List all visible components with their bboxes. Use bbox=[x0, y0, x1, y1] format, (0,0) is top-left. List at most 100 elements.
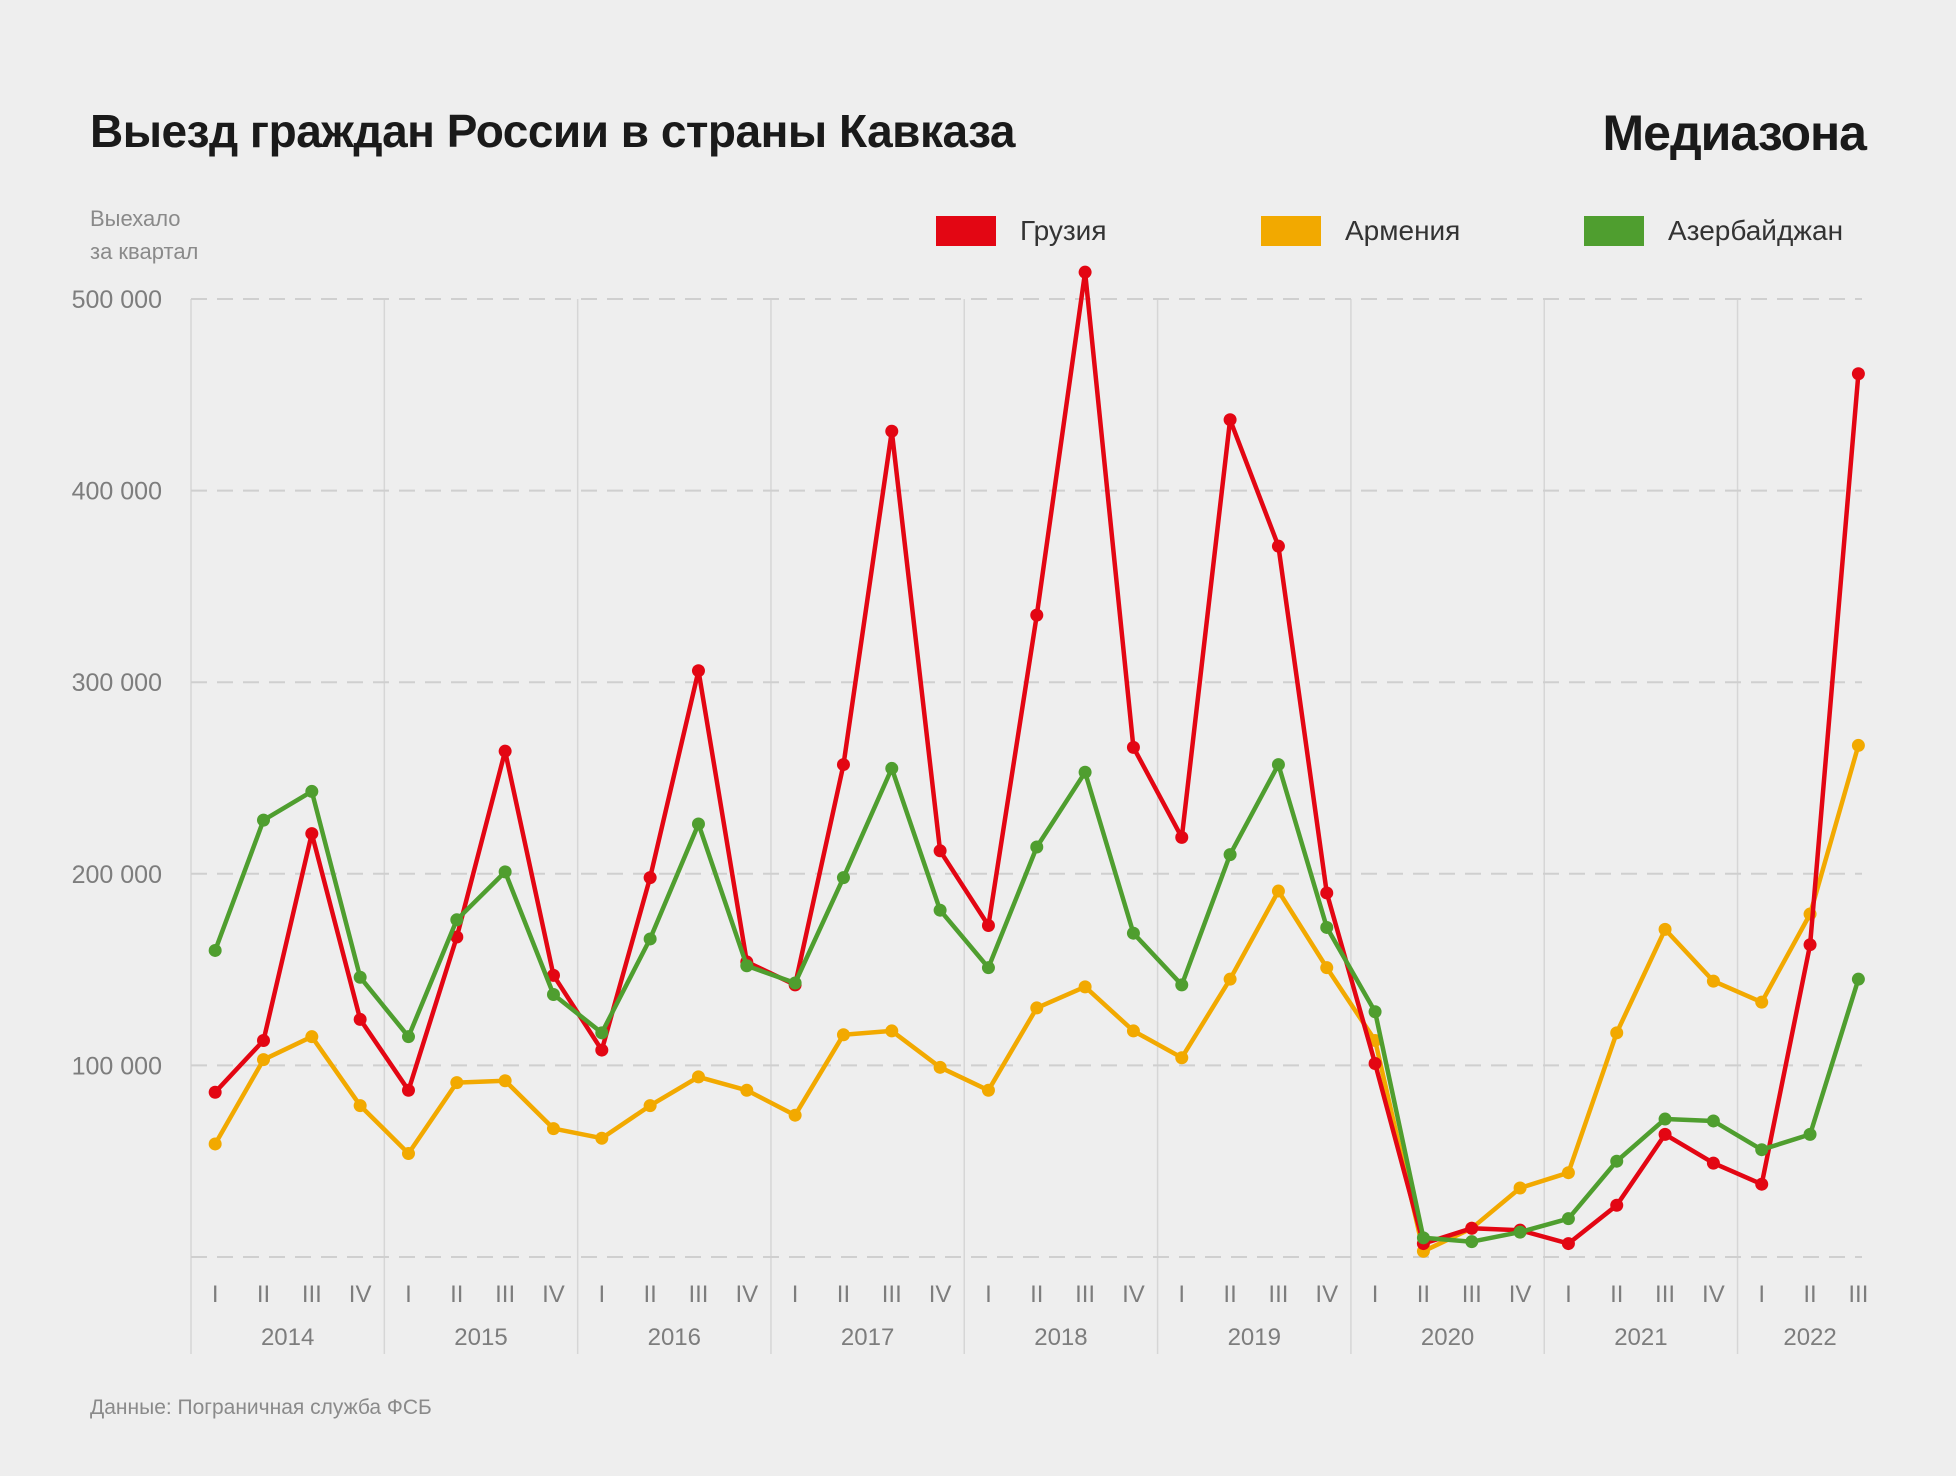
data-point-armenia bbox=[1320, 961, 1334, 975]
data-point-azerbaijan bbox=[1561, 1212, 1575, 1226]
data-point-georgia bbox=[691, 664, 705, 678]
x-tick-quarter: I bbox=[212, 1281, 219, 1308]
x-tick-quarter: I bbox=[1758, 1281, 1765, 1308]
data-point-armenia bbox=[981, 1083, 995, 1097]
x-tick-quarter: II bbox=[1417, 1281, 1430, 1308]
data-point-georgia bbox=[1223, 413, 1237, 427]
x-tick-quarter: III bbox=[882, 1281, 902, 1308]
legend-label-georgia: Грузия bbox=[1020, 215, 1107, 246]
x-tick-quarter: I bbox=[792, 1281, 799, 1308]
data-point-armenia bbox=[1271, 884, 1285, 898]
data-point-armenia bbox=[1755, 995, 1769, 1009]
x-tick-year: 2021 bbox=[1614, 1324, 1667, 1351]
data-point-azerbaijan bbox=[885, 761, 899, 775]
data-point-georgia bbox=[836, 758, 850, 772]
data-point-azerbaijan bbox=[353, 970, 367, 984]
data-point-armenia bbox=[885, 1024, 899, 1038]
legend-item-georgia: Грузия bbox=[936, 214, 1107, 248]
data-point-azerbaijan bbox=[1465, 1235, 1479, 1249]
data-point-armenia bbox=[1610, 1026, 1624, 1040]
data-point-armenia bbox=[1223, 972, 1237, 986]
x-tick-quarter: I bbox=[1178, 1281, 1185, 1308]
data-point-georgia bbox=[933, 844, 947, 858]
x-tick-quarter: IV bbox=[1315, 1281, 1338, 1308]
legend-swatch-armenia bbox=[1261, 216, 1321, 246]
x-tick-quarter: III bbox=[1848, 1281, 1868, 1308]
data-point-georgia bbox=[1368, 1056, 1382, 1070]
data-point-georgia bbox=[208, 1085, 222, 1099]
data-point-azerbaijan bbox=[691, 817, 705, 831]
data-point-armenia bbox=[305, 1030, 319, 1044]
data-point-georgia bbox=[450, 930, 464, 944]
brand-logo: Медиазона bbox=[1602, 105, 1867, 161]
data-point-azerbaijan bbox=[1513, 1225, 1527, 1239]
x-tick-quarter: I bbox=[1565, 1281, 1572, 1308]
y-axis-label: Выехало за квартал bbox=[90, 202, 198, 268]
y-tick-label: 300 000 bbox=[72, 669, 162, 697]
data-point-armenia bbox=[788, 1108, 802, 1122]
y-tick-label: 100 000 bbox=[72, 1052, 162, 1080]
data-point-armenia bbox=[546, 1122, 560, 1136]
data-point-georgia bbox=[1851, 367, 1865, 381]
data-point-azerbaijan bbox=[643, 932, 657, 946]
data-point-azerbaijan bbox=[1416, 1231, 1430, 1245]
x-tick-quarter: II bbox=[257, 1281, 270, 1308]
data-point-azerbaijan bbox=[450, 913, 464, 927]
x-tick-quarter: I bbox=[985, 1281, 992, 1308]
x-tick-quarter: III bbox=[688, 1281, 708, 1308]
x-tick-year: 2020 bbox=[1421, 1324, 1474, 1351]
source-note: Данные: Пограничная служба ФСБ bbox=[90, 1396, 432, 1419]
data-point-georgia bbox=[256, 1033, 270, 1047]
x-tick-quarter: I bbox=[598, 1281, 605, 1308]
data-point-armenia bbox=[208, 1137, 222, 1151]
data-point-georgia bbox=[1803, 938, 1817, 952]
data-point-azerbaijan bbox=[1706, 1114, 1720, 1128]
x-tick-year: 2014 bbox=[261, 1324, 314, 1351]
x-tick-quarter: IV bbox=[1509, 1281, 1532, 1308]
x-tick-year: 2016 bbox=[648, 1324, 701, 1351]
x-tick-quarter: IV bbox=[929, 1281, 952, 1308]
y-tick-label: 500 000 bbox=[72, 286, 162, 314]
x-tick-quarter: II bbox=[643, 1281, 656, 1308]
data-point-azerbaijan bbox=[1271, 758, 1285, 772]
data-point-azerbaijan bbox=[1610, 1154, 1624, 1168]
data-point-armenia bbox=[836, 1028, 850, 1042]
x-tick-quarter: III bbox=[1462, 1281, 1482, 1308]
data-point-georgia bbox=[981, 919, 995, 933]
legend-swatch-azerbaijan bbox=[1584, 216, 1644, 246]
data-point-georgia bbox=[305, 827, 319, 841]
x-tick-quarter: II bbox=[1223, 1281, 1236, 1308]
data-point-georgia bbox=[1561, 1237, 1575, 1251]
data-point-azerbaijan bbox=[1368, 1005, 1382, 1019]
x-tick-year: 2019 bbox=[1228, 1324, 1281, 1351]
y-tick-label: 200 000 bbox=[72, 861, 162, 889]
data-point-georgia bbox=[546, 968, 560, 982]
x-tick-quarter: I bbox=[405, 1281, 412, 1308]
x-tick-year: 2018 bbox=[1034, 1324, 1087, 1351]
data-point-azerbaijan bbox=[208, 943, 222, 957]
data-point-georgia bbox=[1706, 1156, 1720, 1170]
x-tick-quarter: II bbox=[450, 1281, 463, 1308]
x-tick-quarter: II bbox=[1803, 1281, 1816, 1308]
data-point-georgia bbox=[1658, 1127, 1672, 1141]
data-point-azerbaijan bbox=[1658, 1112, 1672, 1126]
data-point-armenia bbox=[1561, 1166, 1575, 1180]
x-tick-quarter: II bbox=[1610, 1281, 1623, 1308]
data-point-azerbaijan bbox=[1803, 1127, 1817, 1141]
data-point-armenia bbox=[1175, 1051, 1189, 1065]
data-point-georgia bbox=[885, 424, 899, 438]
x-tick-quarter: I bbox=[1372, 1281, 1379, 1308]
data-point-azerbaijan bbox=[1755, 1143, 1769, 1157]
y-tick-label: 400 000 bbox=[72, 478, 162, 506]
series-line-georgia bbox=[213, 269, 1861, 1246]
x-tick-year: 2015 bbox=[454, 1324, 507, 1351]
y-axis-label-line-1: Выехало bbox=[90, 206, 181, 231]
data-point-azerbaijan bbox=[981, 961, 995, 975]
data-point-georgia bbox=[643, 871, 657, 885]
data-point-azerbaijan bbox=[1030, 840, 1044, 854]
data-point-armenia bbox=[1513, 1181, 1527, 1195]
y-axis-label-line-2: за квартал bbox=[90, 239, 199, 264]
data-point-georgia bbox=[1271, 539, 1285, 553]
data-point-armenia bbox=[353, 1099, 367, 1113]
